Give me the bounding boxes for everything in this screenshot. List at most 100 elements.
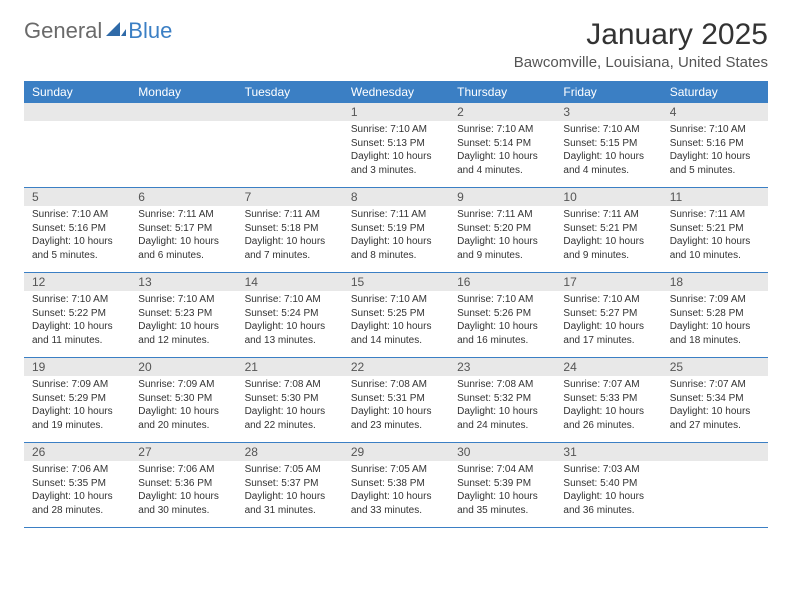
- sunrise-text: Sunrise: 7:09 AM: [670, 293, 760, 307]
- day-cell: 19Sunrise: 7:09 AMSunset: 5:29 PMDayligh…: [24, 358, 130, 442]
- sunrise-text: Sunrise: 7:10 AM: [32, 293, 122, 307]
- day-number: 10: [555, 188, 661, 206]
- sunset-text: Sunset: 5:13 PM: [351, 137, 441, 151]
- daylight-text: Daylight: 10 hours and 30 minutes.: [138, 490, 228, 517]
- sunrise-text: Sunrise: 7:10 AM: [563, 123, 653, 137]
- day-header: Friday: [555, 81, 661, 103]
- day-content: Sunrise: 7:11 AMSunset: 5:18 PMDaylight:…: [237, 206, 343, 266]
- sunrise-text: Sunrise: 7:11 AM: [670, 208, 760, 222]
- day-cell: 20Sunrise: 7:09 AMSunset: 5:30 PMDayligh…: [130, 358, 236, 442]
- sunset-text: Sunset: 5:36 PM: [138, 477, 228, 491]
- day-cell: 31 Sunrise: 7:03 AMSunset: 5:40 PMDayligh…: [555, 443, 661, 527]
- daylight-text: Daylight: 10 hours and 28 minutes.: [32, 490, 122, 517]
- daylight-text: Daylight: 10 hours and 12 minutes.: [138, 320, 228, 347]
- day-number: 29: [343, 443, 449, 461]
- daylight-text: Daylight: 10 hours and 23 minutes.: [351, 405, 441, 432]
- sunrise-text: Sunrise: 7:06 AM: [32, 463, 122, 477]
- daylight-text: Daylight: 10 hours and 26 minutes.: [563, 405, 653, 432]
- week-row: 26Sunrise: 7:06 AMSunset: 5:35 PMDayligh…: [24, 443, 768, 528]
- sunrise-text: Sunrise: 7:05 AM: [351, 463, 441, 477]
- logo: General Blue: [24, 18, 172, 44]
- sunset-text: Sunset: 5:16 PM: [670, 137, 760, 151]
- day-cell: 5Sunrise: 7:10 AMSunset: 5:16 PMDaylight…: [24, 188, 130, 272]
- day-cell: [24, 103, 130, 187]
- day-number: 20: [130, 358, 236, 376]
- day-content: Sunrise: 7:07 AMSunset: 5:34 PMDaylight:…: [662, 376, 768, 436]
- sunset-text: Sunset: 5:39 PM: [457, 477, 547, 491]
- day-number: 3: [555, 103, 661, 121]
- day-content: Sunrise: 7:10 AMSunset: 5:23 PMDaylight:…: [130, 291, 236, 351]
- daylight-text: Daylight: 10 hours and 11 minutes.: [32, 320, 122, 347]
- day-content: Sunrise: 7:05 AMSunset: 5:37 PMDaylight:…: [237, 461, 343, 521]
- day-content: Sunrise: 7:11 AMSunset: 5:21 PMDaylight:…: [662, 206, 768, 266]
- day-cell: 14Sunrise: 7:10 AMSunset: 5:24 PMDayligh…: [237, 273, 343, 357]
- page-header: General Blue January 2025 Bawcomville, L…: [24, 18, 768, 71]
- sunrise-text: Sunrise: 7:11 AM: [138, 208, 228, 222]
- calendar-grid: Sunday Monday Tuesday Wednesday Thursday…: [24, 81, 768, 528]
- day-cell: 26 Sunrise: 7:06 AMSunset: 5:35 PMDayligh…: [24, 443, 130, 527]
- sunset-text: Sunset: 5:30 PM: [245, 392, 335, 406]
- day-number: 17: [555, 273, 661, 291]
- day-number: [130, 103, 236, 121]
- day-number: 23: [449, 358, 555, 376]
- sunrise-text: Sunrise: 7:10 AM: [457, 123, 547, 137]
- day-content: [237, 121, 343, 127]
- sunset-text: Sunset: 5:20 PM: [457, 222, 547, 236]
- sunset-text: Sunset: 5:21 PM: [670, 222, 760, 236]
- sunset-text: Sunset: 5:26 PM: [457, 307, 547, 321]
- sunset-text: Sunset: 5:29 PM: [32, 392, 122, 406]
- daylight-text: Daylight: 10 hours and 22 minutes.: [245, 405, 335, 432]
- day-number: 28: [237, 443, 343, 461]
- day-cell: 25Sunrise: 7:07 AMSunset: 5:34 PMDayligh…: [662, 358, 768, 442]
- day-cell: 7Sunrise: 7:11 AMSunset: 5:18 PMDaylight…: [237, 188, 343, 272]
- sunset-text: Sunset: 5:27 PM: [563, 307, 653, 321]
- day-content: Sunrise: 7:10 AMSunset: 5:16 PMDaylight:…: [662, 121, 768, 181]
- day-content: Sunrise: 7:10 AMSunset: 5:22 PMDaylight:…: [24, 291, 130, 351]
- week-row: 19Sunrise: 7:09 AMSunset: 5:29 PMDayligh…: [24, 358, 768, 443]
- daylight-text: Daylight: 10 hours and 9 minutes.: [457, 235, 547, 262]
- day-cell: 10Sunrise: 7:11 AMSunset: 5:21 PMDayligh…: [555, 188, 661, 272]
- sunrise-text: Sunrise: 7:11 AM: [457, 208, 547, 222]
- sunrise-text: Sunrise: 7:06 AM: [138, 463, 228, 477]
- sunset-text: Sunset: 5:35 PM: [32, 477, 122, 491]
- day-header: Monday: [130, 81, 236, 103]
- daylight-text: Daylight: 10 hours and 36 minutes.: [563, 490, 653, 517]
- day-content: Sunrise: 7:10 AMSunset: 5:26 PMDaylight:…: [449, 291, 555, 351]
- daylight-text: Daylight: 10 hours and 5 minutes.: [32, 235, 122, 262]
- day-content: Sunrise: 7:11 AMSunset: 5:19 PMDaylight:…: [343, 206, 449, 266]
- day-content: Sunrise: 7:10 AMSunset: 5:24 PMDaylight:…: [237, 291, 343, 351]
- sunrise-text: Sunrise: 7:07 AM: [563, 378, 653, 392]
- day-cell: 4Sunrise: 7:10 AMSunset: 5:16 PMDaylight…: [662, 103, 768, 187]
- daylight-text: Daylight: 10 hours and 17 minutes.: [563, 320, 653, 347]
- daylight-text: Daylight: 10 hours and 5 minutes.: [670, 150, 760, 177]
- day-number: 26: [24, 443, 130, 461]
- daylight-text: Daylight: 10 hours and 16 minutes.: [457, 320, 547, 347]
- daylight-text: Daylight: 10 hours and 4 minutes.: [563, 150, 653, 177]
- sunrise-text: Sunrise: 7:03 AM: [563, 463, 653, 477]
- day-number: 9: [449, 188, 555, 206]
- daylight-text: Daylight: 10 hours and 13 minutes.: [245, 320, 335, 347]
- sunset-text: Sunset: 5:31 PM: [351, 392, 441, 406]
- sunrise-text: Sunrise: 7:07 AM: [670, 378, 760, 392]
- day-number: 8: [343, 188, 449, 206]
- sunset-text: Sunset: 5:40 PM: [563, 477, 653, 491]
- day-content: [130, 121, 236, 127]
- day-content: Sunrise: 7:10 AMSunset: 5:25 PMDaylight:…: [343, 291, 449, 351]
- day-content: Sunrise: 7:07 AMSunset: 5:33 PMDaylight:…: [555, 376, 661, 436]
- day-number: [24, 103, 130, 121]
- sunrise-text: Sunrise: 7:11 AM: [245, 208, 335, 222]
- day-header: Wednesday: [343, 81, 449, 103]
- day-content: Sunrise: 7:10 AMSunset: 5:15 PMDaylight:…: [555, 121, 661, 181]
- week-row: 5Sunrise: 7:10 AMSunset: 5:16 PMDaylight…: [24, 188, 768, 273]
- day-content: Sunrise: 7:10 AMSunset: 5:27 PMDaylight:…: [555, 291, 661, 351]
- sunset-text: Sunset: 5:38 PM: [351, 477, 441, 491]
- day-number: 19: [24, 358, 130, 376]
- daylight-text: Daylight: 10 hours and 4 minutes.: [457, 150, 547, 177]
- day-cell: 30Sunrise: 7:04 AMSunset: 5:39 PMDayligh…: [449, 443, 555, 527]
- day-number: 31: [555, 443, 661, 461]
- day-number: 22: [343, 358, 449, 376]
- day-cell: 1Sunrise: 7:10 AMSunset: 5:13 PMDaylight…: [343, 103, 449, 187]
- day-content: Sunrise: 7:04 AMSunset: 5:39 PMDaylight:…: [449, 461, 555, 521]
- daylight-text: Daylight: 10 hours and 19 minutes.: [32, 405, 122, 432]
- day-header: Saturday: [662, 81, 768, 103]
